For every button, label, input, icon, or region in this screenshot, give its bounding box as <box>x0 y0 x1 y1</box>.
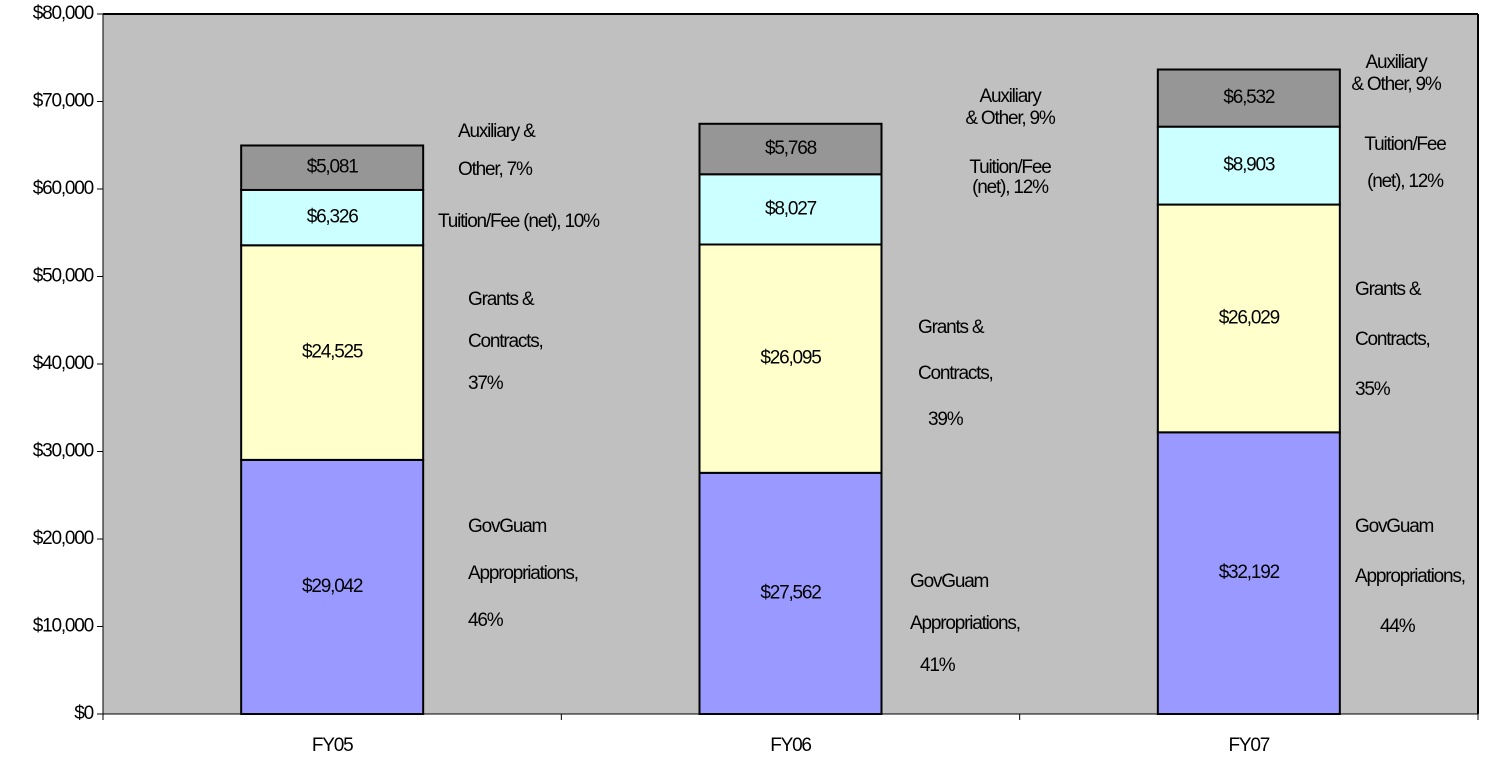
x-tick-label: FY06 <box>770 735 811 756</box>
y-tick-label: $10,000 <box>33 616 94 637</box>
value-label: $27,562 <box>760 582 821 603</box>
value-label: $26,095 <box>760 348 821 369</box>
bar-segment <box>698 173 883 246</box>
bar-segment <box>1156 125 1341 206</box>
annotation: 37% <box>468 373 504 394</box>
x-tick-label: FY05 <box>312 735 353 756</box>
annotation: Auxiliary & <box>458 121 536 142</box>
annotation: (net), 12% <box>1367 171 1444 192</box>
annotation: & Other, 9% <box>965 108 1056 129</box>
y-tick-label: $70,000 <box>33 91 94 112</box>
annotation: Contracts, <box>468 331 543 352</box>
y-tick-label: $40,000 <box>33 353 94 374</box>
annotation: Grants & <box>1355 279 1422 300</box>
y-tick-label: $0 <box>74 703 93 724</box>
bar-segment <box>698 122 883 176</box>
y-tick-label: $30,000 <box>33 441 94 462</box>
x-tick-label: FY07 <box>1229 735 1270 756</box>
annotation: Grants & <box>918 317 985 338</box>
annotation: GovGuam <box>910 571 989 592</box>
annotation: 39% <box>928 409 964 430</box>
value-label: $6,532 <box>1223 87 1275 108</box>
annotation: Tuition/Fee (net), 10% <box>438 211 600 232</box>
bar-segment <box>240 244 425 461</box>
value-label: $5,768 <box>765 138 817 159</box>
bar-segment <box>240 458 425 715</box>
value-label: $8,027 <box>765 198 817 219</box>
bar-segment <box>698 471 883 715</box>
y-tick-label: $20,000 <box>33 528 94 549</box>
bar-segment <box>1156 68 1341 128</box>
annotation: 35% <box>1355 379 1391 400</box>
value-label: $24,525 <box>302 342 363 363</box>
value-label: $8,903 <box>1223 155 1275 176</box>
annotation: Appropriations, <box>468 563 578 584</box>
annotation: Auxiliary <box>1366 52 1429 73</box>
y-tick-label: $50,000 <box>33 266 94 287</box>
annotation: Tuition/Fee <box>1364 134 1446 155</box>
annotation: (net), 12% <box>972 177 1049 198</box>
bar-segment <box>240 188 425 247</box>
annotation: Tuition/Fee <box>969 157 1051 178</box>
annotation: Contracts, <box>918 363 993 384</box>
annotation: Appropriations, <box>1355 566 1465 587</box>
annotation: & Other, 9% <box>1351 74 1442 95</box>
value-label: $5,081 <box>307 157 359 178</box>
annotation: Grants & <box>468 289 535 310</box>
annotation: Appropriations, <box>910 613 1020 634</box>
value-label: $6,326 <box>307 207 359 228</box>
annotation: 46% <box>468 610 504 631</box>
annotation: Auxiliary <box>980 86 1043 107</box>
value-label: $29,042 <box>302 576 363 597</box>
bar-segment <box>240 144 425 191</box>
value-label: $32,192 <box>1219 562 1280 583</box>
bar-segment <box>1156 203 1341 434</box>
annotation: Contracts, <box>1355 329 1430 350</box>
annotation: 41% <box>920 655 956 676</box>
annotation: Other, 7% <box>458 159 533 180</box>
y-tick-label: $80,000 <box>33 3 94 24</box>
value-label: $26,029 <box>1219 307 1280 328</box>
y-tick-label: $60,000 <box>33 178 94 199</box>
bar-segment <box>1156 431 1341 715</box>
annotation: 44% <box>1380 616 1416 637</box>
bar-segment <box>698 243 883 474</box>
annotation: GovGuam <box>1355 516 1434 537</box>
annotation: GovGuam <box>468 516 547 537</box>
